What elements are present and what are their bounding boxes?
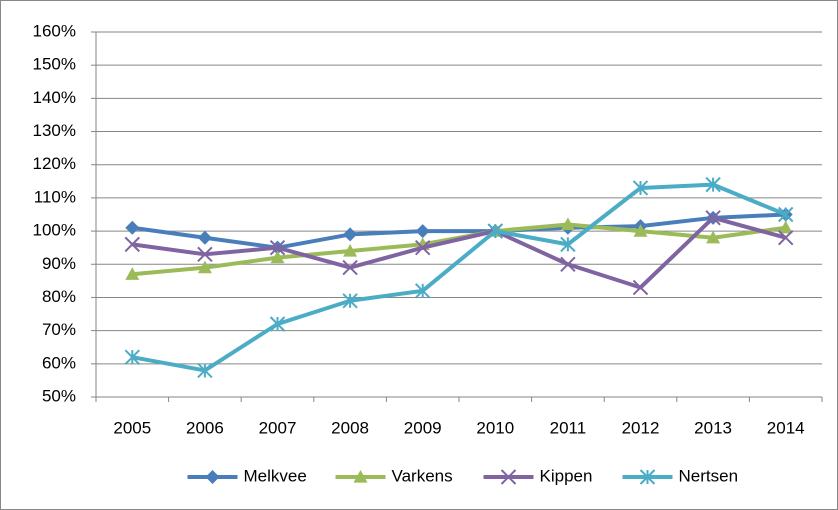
legend-item: Varkens (335, 466, 453, 485)
marker (269, 316, 286, 332)
legend-item: Nertsen (622, 466, 739, 485)
legend-label: Varkens (392, 466, 453, 485)
marker (197, 246, 213, 263)
marker (500, 469, 517, 485)
marker (560, 217, 575, 231)
marker (414, 239, 431, 256)
marker (633, 224, 648, 237)
marker (343, 227, 358, 242)
marker (269, 239, 286, 256)
marker (487, 223, 504, 239)
y-tick-label: 70% (42, 320, 76, 339)
marker (353, 470, 368, 483)
series-line (132, 215, 787, 290)
marker (124, 349, 141, 365)
x-tick-label: 2005 (113, 418, 151, 437)
legend-label: Melkvee (244, 466, 307, 485)
marker (560, 236, 576, 253)
marker (342, 293, 358, 309)
marker (343, 244, 358, 257)
marker (342, 259, 358, 276)
marker (197, 230, 212, 245)
marker (705, 210, 721, 226)
x-tick-label: 2013 (694, 418, 732, 437)
marker (205, 470, 220, 484)
marker (197, 260, 212, 274)
marker (270, 250, 285, 264)
marker (777, 206, 794, 223)
marker (560, 256, 576, 272)
y-tick-label: 150% (33, 55, 76, 74)
y-tick-label: 60% (42, 353, 76, 372)
marker (414, 283, 431, 299)
y-tick-label: 140% (33, 88, 76, 107)
marker (778, 220, 793, 234)
marker (415, 224, 430, 239)
marker (705, 176, 721, 193)
y-tick-label: 100% (33, 221, 76, 240)
y-tick-label: 160% (33, 21, 76, 40)
marker (125, 220, 140, 235)
y-tick-label: 80% (42, 287, 76, 306)
legend-item: Kippen (483, 466, 593, 485)
x-tick-label: 2010 (476, 418, 514, 437)
marker (632, 180, 649, 196)
y-tick-label: 120% (33, 154, 76, 173)
legend-label: Nertsen (679, 466, 739, 485)
x-tick-label: 2006 (186, 418, 224, 437)
marker (124, 236, 141, 253)
y-tick-label: 110% (34, 187, 76, 206)
series-line (131, 182, 787, 373)
x-tick-label: 2012 (622, 418, 660, 437)
marker (197, 362, 213, 379)
x-tick-label: 2011 (550, 418, 587, 437)
y-tick-label: 130% (33, 121, 76, 140)
series-line (132, 212, 786, 250)
marker (777, 230, 794, 246)
x-tick-label: 2007 (259, 418, 297, 437)
legend-label: Kippen (540, 466, 593, 485)
marker (632, 279, 649, 296)
y-tick-label: 50% (42, 386, 76, 405)
x-tick-label: 2009 (404, 418, 442, 437)
marker (639, 469, 656, 485)
marker (706, 230, 721, 244)
marker (125, 267, 140, 280)
x-tick-label: 2014 (767, 418, 805, 437)
y-tick-label: 90% (42, 254, 76, 273)
x-tick-label: 2008 (331, 418, 369, 437)
legend-item: Melkvee (187, 466, 307, 485)
